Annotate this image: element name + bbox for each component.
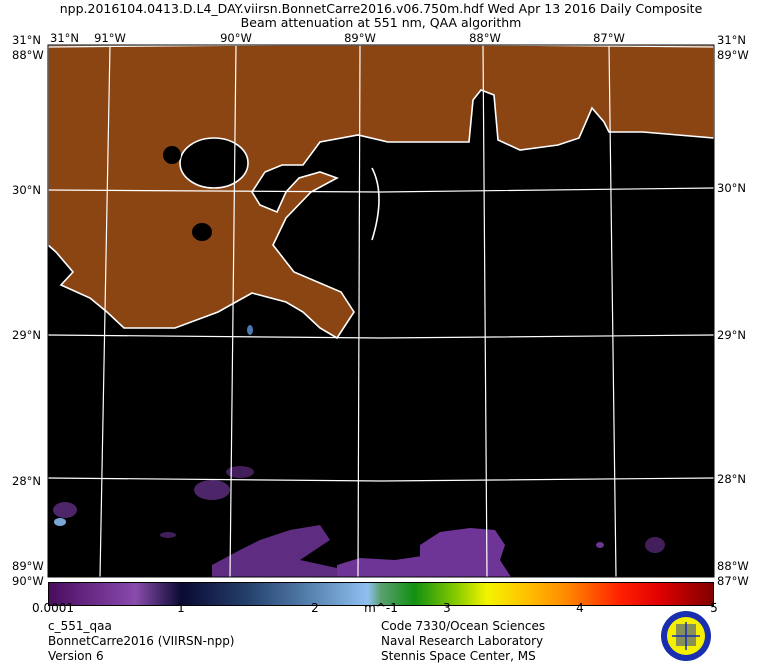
right-label-88w: 88°W (717, 559, 749, 573)
patch-left (53, 502, 77, 518)
left-label-28n: 28°N (12, 474, 41, 488)
left-label-89w: 89°W (12, 559, 44, 573)
right-label-87w: 87°W (717, 574, 749, 588)
version: Version 6 (48, 649, 104, 663)
colorbar-tick-5: 5 (710, 601, 718, 615)
top-label-89w: 89°W (344, 31, 376, 45)
right-label-28n: 28°N (717, 472, 746, 486)
colorbar-tick-3: 3 (443, 601, 451, 615)
patch-28n (194, 480, 230, 500)
left-label-31n: 31°N (12, 33, 41, 47)
colorbar-tick-0: 0.0001 (32, 601, 74, 615)
org-name: Naval Research Laboratory (381, 634, 544, 648)
colorbar-units: m^-1 (364, 601, 398, 615)
grid-89w (357, 44, 361, 578)
right-label-29n: 29°N (717, 328, 746, 342)
chandeleur-islands (371, 167, 380, 241)
colorbar-tick-4: 4 (576, 601, 584, 615)
left-label-29n: 29°N (12, 328, 41, 342)
left-label-88w: 88°W (12, 48, 44, 62)
lake-pontchartrain (179, 137, 249, 189)
grid-91w (99, 44, 111, 578)
patch-small-2 (645, 537, 665, 553)
graticule (47, 43, 715, 578)
patch-main (420, 528, 511, 577)
left-label-30n: 30°N (12, 183, 41, 197)
right-label-30n: 30°N (717, 181, 746, 195)
top-label-31n: 31°N (50, 31, 79, 45)
map-subtitle: Beam attenuation at 551 nm, QAA algorith… (240, 15, 522, 30)
attenuation-patches (53, 466, 665, 577)
org-location: Stennis Space Center, MS (381, 649, 536, 663)
top-label-88w: 88°W (469, 31, 501, 45)
map-title: npp.2016104.0413.D.L4_DAY.viirsn.BonnetC… (59, 1, 703, 16)
grid-90w (229, 44, 237, 578)
nrl-seal-logo (661, 611, 711, 661)
lake-salvador (192, 223, 212, 241)
grid-88w (482, 44, 488, 578)
right-label-89w: 89°W (717, 48, 749, 62)
right-label-31n: 31°N (717, 33, 746, 47)
map-frame (47, 44, 715, 578)
top-label-90w: 90°W (220, 31, 252, 45)
grid-31n (47, 43, 715, 48)
left-label-90w: 90°W (12, 574, 44, 588)
lake-maurepas (163, 146, 181, 164)
grid-87w (608, 44, 617, 578)
dataset-name: BonnetCarre2016 (VIIRSN-npp) (48, 634, 235, 648)
patch-lightblue (54, 518, 66, 526)
grid-29n (47, 334, 715, 339)
colorbar (48, 582, 714, 606)
product-name: c_551_qaa (48, 619, 112, 633)
patch-small-1 (160, 532, 176, 538)
patch-blue-1 (247, 325, 253, 335)
grid-28n (47, 477, 715, 482)
patch-west (212, 525, 337, 577)
top-label-91w: 91°W (94, 31, 126, 45)
org-code: Code 7330/Ocean Sciences (381, 619, 546, 633)
land-mass (47, 44, 715, 340)
colorbar-tick-2: 2 (311, 601, 319, 615)
colorbar-tick-1: 1 (177, 601, 185, 615)
patch-north (226, 466, 254, 478)
grid-30n (47, 187, 715, 193)
patch-small-3 (596, 542, 604, 548)
top-label-87w: 87°W (593, 31, 625, 45)
